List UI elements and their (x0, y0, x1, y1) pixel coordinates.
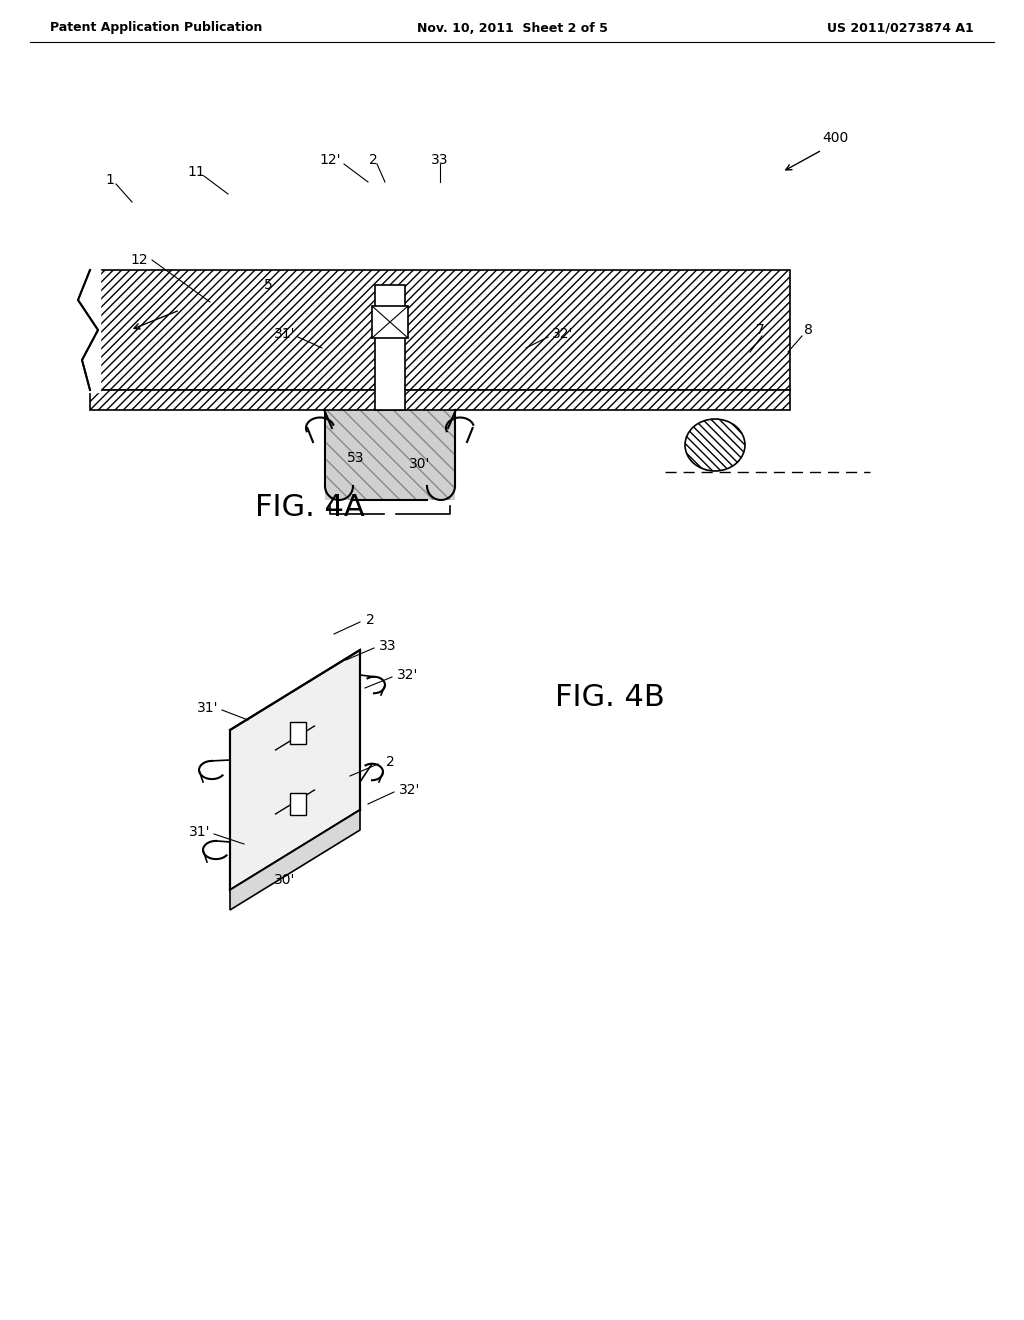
Text: 11: 11 (187, 165, 205, 180)
Text: 32': 32' (397, 668, 419, 682)
Bar (290, 792, 305, 814)
Text: 12': 12' (319, 153, 341, 168)
Text: 33: 33 (431, 153, 449, 168)
Text: FIG. 4A: FIG. 4A (255, 494, 365, 523)
Text: 12: 12 (130, 253, 148, 267)
Text: 400: 400 (822, 131, 848, 145)
Text: 31': 31' (273, 327, 295, 341)
Text: 33: 33 (379, 639, 396, 653)
Bar (290, 722, 305, 744)
Text: Nov. 10, 2011  Sheet 2 of 5: Nov. 10, 2011 Sheet 2 of 5 (417, 21, 607, 34)
Text: US 2011/0273874 A1: US 2011/0273874 A1 (827, 21, 974, 34)
Bar (90, 389, 790, 411)
Bar (90, 271, 790, 389)
Text: 32': 32' (552, 327, 573, 341)
Text: 31': 31' (188, 825, 210, 840)
Polygon shape (230, 810, 360, 909)
Bar (372, 306, 408, 338)
Text: 32': 32' (399, 783, 421, 797)
Bar (325, 411, 455, 500)
Polygon shape (76, 268, 100, 392)
Text: 5: 5 (263, 279, 272, 292)
Text: 53: 53 (347, 451, 365, 465)
Text: 2: 2 (366, 612, 375, 627)
Ellipse shape (685, 418, 745, 471)
Text: 7: 7 (756, 323, 764, 337)
Bar (375, 285, 406, 411)
Text: Patent Application Publication: Patent Application Publication (50, 21, 262, 34)
Text: 1: 1 (105, 173, 115, 187)
Polygon shape (230, 649, 360, 890)
Text: 30': 30' (274, 873, 296, 887)
Text: 8: 8 (804, 323, 812, 337)
Text: 30': 30' (410, 457, 431, 471)
Text: 2: 2 (386, 755, 394, 770)
Text: FIG. 4B: FIG. 4B (555, 684, 665, 713)
Text: 31': 31' (197, 701, 218, 715)
Text: 2: 2 (369, 153, 378, 168)
